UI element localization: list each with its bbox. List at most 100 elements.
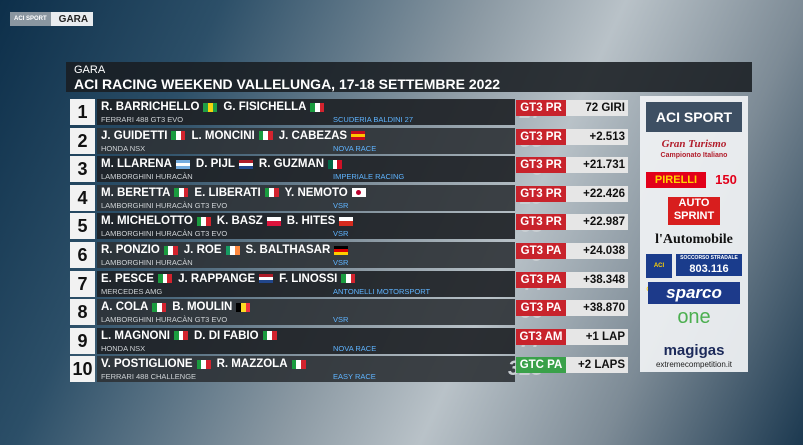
driver-name: J. RAPPANGE xyxy=(178,272,256,285)
driver-name: A. COLA xyxy=(101,301,149,314)
gap: 72 GIRI xyxy=(566,100,628,116)
sponsor: 150 xyxy=(715,172,737,187)
sponsor: one xyxy=(677,306,711,328)
flag-icon xyxy=(196,216,211,226)
class-badge: GT3 PR xyxy=(516,128,566,145)
sponsor: PIRELLI xyxy=(646,172,706,188)
class-badge: GT3 PR xyxy=(516,100,566,116)
row-body: A. COLA B. MOULIN LAMBORGHINI HURACÀN GT3 … xyxy=(97,299,543,326)
drivers: L. MAGNONI D. DI FABIO xyxy=(101,330,283,342)
row-body: R. PONZIO J. ROE S. BALTHASAR LAMBORGHINI H… xyxy=(97,242,543,268)
flag-icon xyxy=(310,102,325,112)
driver-name: G. FISICHELLA xyxy=(223,101,307,113)
sponsor: SOCCORSO STRADALE xyxy=(676,254,742,262)
car-model: LAMBORGHINI HURACÀN GT3 EVO xyxy=(101,315,228,325)
sponsor: ACI SPORT xyxy=(646,102,742,132)
position: 4 xyxy=(70,184,95,211)
gap: +22.987 xyxy=(566,214,628,231)
driver-name: M. MICHELOTTO xyxy=(101,215,193,228)
result-row: 7 E. PESCE J. RAPPANGE F. LINOSSI MERCEDES A… xyxy=(66,270,630,297)
gap: +2.513 xyxy=(566,128,628,145)
flag-icon xyxy=(341,274,356,284)
car-model: HONDA NSX xyxy=(101,343,146,353)
team-name: VSR xyxy=(333,200,349,210)
flag-icon xyxy=(259,274,274,284)
position: 5 xyxy=(70,213,95,240)
header-title: ACI RACING WEEKEND VALLELUNGA, 17-18 SET… xyxy=(74,76,501,92)
drivers: M. LLARENA D. PIJL R. GUZMAN xyxy=(101,158,348,170)
car-model: MERCEDES AMG xyxy=(101,286,163,296)
gap: +1 LAP xyxy=(566,328,628,345)
team-name: ANTONELLI MOTORSPORT xyxy=(333,286,431,296)
driver-name: D. PIJL xyxy=(195,158,235,171)
flag-icon xyxy=(328,159,343,169)
position: 1 xyxy=(70,99,95,125)
flag-icon xyxy=(203,102,218,112)
flag-icon xyxy=(158,274,173,284)
sponsor: extremecompetition.it xyxy=(655,360,733,369)
driver-name: J. CABEZAS xyxy=(278,129,348,142)
driver-name: R. MAZZOLA xyxy=(216,358,288,371)
tag-label: GARA xyxy=(58,13,89,25)
sponsor: magigas xyxy=(663,342,725,359)
driver-name: J. ROE xyxy=(183,244,222,256)
driver-name: L. MAGNONI xyxy=(101,329,170,342)
flag-icon xyxy=(291,359,306,369)
row-body: M. MICHELOTTO K. BASZ B. HITES LAMBORGHINI … xyxy=(97,213,543,240)
flag-icon xyxy=(264,188,279,198)
gap: +38.870 xyxy=(566,300,628,317)
team-name: IMPERIALE RACING xyxy=(333,172,405,182)
result-row: 4 M. BERETTA E. LIBERATI Y. NEMOTO LAMBORGHI… xyxy=(66,184,630,211)
driver-name: R. BARRICHELLO xyxy=(101,101,200,113)
driver-name: S. BALTHASAR xyxy=(245,244,331,256)
driver-name: F. LINOSSI xyxy=(279,272,338,285)
drivers: E. PESCE J. RAPPANGE F. LINOSSI xyxy=(101,273,361,285)
gap: +24.038 xyxy=(566,243,628,259)
result-row: 5 M. MICHELOTTO K. BASZ B. HITES LAMBORGHINI… xyxy=(66,212,630,240)
class-badge: GT3 AM xyxy=(516,328,566,345)
result-row: 9 L. MAGNONI D. DI FABIO HONDA NSX NOVA RACE… xyxy=(66,327,630,354)
class-badge: GT3 PR xyxy=(516,157,566,174)
driver-name: J. GUIDETTI xyxy=(101,129,168,142)
row-body: E. PESCE J. RAPPANGE F. LINOSSI MERCEDES AM… xyxy=(97,270,543,297)
gap: +38.348 xyxy=(566,271,628,288)
flag-icon xyxy=(236,302,251,312)
class-badge: GT3 PA xyxy=(516,243,566,259)
flag-icon xyxy=(175,159,190,169)
car-model: LAMBORGHINI HURACÀN GT3 EVO xyxy=(101,200,228,210)
channel-tag: ACI SPORT GARA xyxy=(10,12,93,26)
position: 7 xyxy=(70,270,95,297)
flag-icon xyxy=(225,245,240,255)
driver-name: Y. NEMOTO xyxy=(284,186,348,199)
driver-name: V. POSTIGLIONE xyxy=(101,358,193,371)
driver-name: B. MOULIN xyxy=(172,301,233,314)
car-model: LAMBORGHINI HURACÀN GT3 EVO xyxy=(101,229,228,239)
row-body: M. BERETTA E. LIBERATI Y. NEMOTO LAMBORGHIN… xyxy=(97,184,543,211)
gap: +21.731 xyxy=(566,157,628,174)
driver-name: R. GUZMAN xyxy=(258,158,325,171)
flag-icon xyxy=(174,188,189,198)
tag-logo: ACI SPORT xyxy=(10,12,51,26)
sponsor: AUTO SPRINT xyxy=(668,197,720,225)
driver-name: E. LIBERATI xyxy=(194,186,261,199)
drivers: J. GUIDETTI L. MONCINI J. CABEZAS xyxy=(101,130,371,142)
position: 3 xyxy=(70,156,95,183)
position: 2 xyxy=(70,127,95,154)
row-body: R. BARRICHELLO G. FISICHELLA FERRARI 488 G… xyxy=(97,99,543,125)
sponsor: sparco xyxy=(648,282,740,304)
result-row: 3 M. LLARENA D. PIJL R. GUZMAN LAMBORGHINI H… xyxy=(66,155,630,183)
gap: +22.426 xyxy=(566,185,628,202)
car-model: FERRARI 488 CHALLENGE xyxy=(101,372,197,382)
row-body: J. GUIDETTI L. MONCINI J. CABEZAS HONDA NSX… xyxy=(97,127,543,154)
team-name: SCUDERIA BALDINI 27 xyxy=(333,115,414,124)
sponsor: 803.116 xyxy=(676,262,742,276)
sponsor: l'Automobile xyxy=(655,232,733,247)
team-name: VSR xyxy=(333,258,349,267)
driver-name: M. BERETTA xyxy=(101,186,171,199)
car-model: LAMBORGHINI HURACÀN xyxy=(101,172,193,182)
row-body: V. POSTIGLIONE R. MAZZOLA FERRARI 488 CHAL… xyxy=(97,356,543,383)
header-subtitle: GARA xyxy=(74,64,106,76)
drivers: R. BARRICHELLO G. FISICHELLA xyxy=(101,101,330,113)
position: 9 xyxy=(70,327,95,354)
